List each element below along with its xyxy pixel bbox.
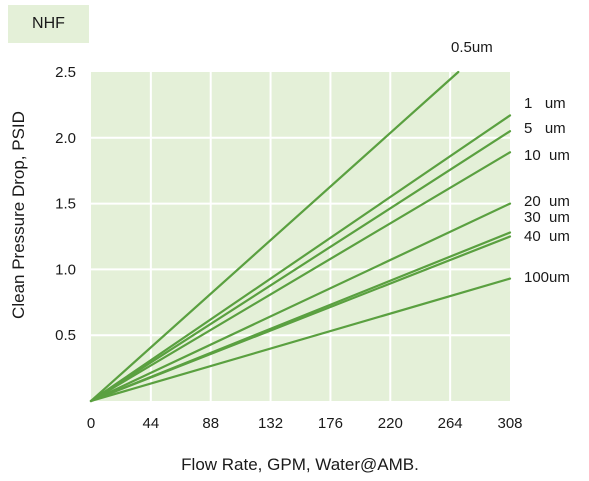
x-tick-label: 132	[258, 415, 283, 432]
x-tick-label: 0	[87, 415, 95, 432]
y-tick-label: 2.0	[55, 130, 76, 147]
series-label: 40 um	[524, 228, 570, 245]
series-label: 0.5um	[451, 39, 493, 56]
y-axis-label: Clean Pressure Drop, PSID	[9, 111, 28, 319]
x-tick-labels: 0 44 88 132 176 220 264 308	[87, 415, 523, 432]
chart-title-box: NHF	[8, 5, 89, 43]
series-label: 20 um	[524, 193, 570, 210]
x-tick-label: 264	[438, 415, 463, 432]
y-tick-label: 1.5	[55, 196, 76, 213]
series-line	[89, 130, 512, 403]
series-line	[89, 70, 460, 403]
series-line	[89, 235, 512, 403]
x-tick-label: 308	[497, 415, 522, 432]
series-line	[89, 114, 512, 403]
series-label: 30 um	[524, 209, 570, 226]
series-line	[89, 277, 512, 403]
x-axis-label: Flow Rate, GPM, Water@AMB.	[181, 455, 419, 474]
series-line	[89, 151, 512, 403]
series-label: 100um	[524, 269, 570, 286]
y-tick-labels: 0.5 1.0 1.5 2.0 2.5	[55, 64, 76, 344]
x-tick-label: 220	[378, 415, 403, 432]
series-line	[89, 202, 512, 403]
chart-title: NHF	[32, 15, 65, 32]
plot-area	[91, 72, 510, 401]
series-label: 1 um	[524, 95, 566, 112]
x-tick-label: 88	[202, 415, 219, 432]
y-tick-label: 0.5	[55, 327, 76, 344]
y-tick-label: 2.5	[55, 64, 76, 81]
x-tick-label: 176	[318, 415, 343, 432]
x-tick-label: 44	[143, 415, 160, 432]
series-lines	[89, 70, 512, 403]
y-tick-label: 1.0	[55, 261, 76, 278]
series-label: 5 um	[524, 120, 566, 137]
series-label: 10 um	[524, 147, 570, 164]
